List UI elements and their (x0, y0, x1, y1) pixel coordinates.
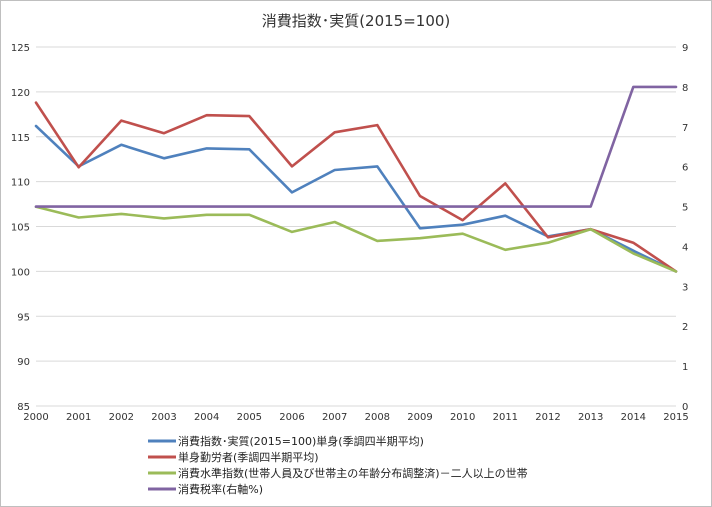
left-tick-label: 90 (17, 357, 30, 368)
left-tick-label: 110 (11, 178, 30, 189)
x-tick-label: 2015 (663, 412, 688, 423)
right-tick-label: 1 (682, 362, 688, 373)
x-tick-label: 2000 (23, 412, 48, 423)
x-tick-label: 2012 (535, 412, 560, 423)
right-tick-label: 6 (682, 163, 688, 174)
right-tick-label: 0 (682, 402, 688, 413)
series-line-4 (34, 85, 678, 208)
series-lines (34, 85, 678, 273)
series-line-2 (34, 101, 678, 273)
left-tick-label: 100 (11, 267, 30, 278)
right-tick-label: 3 (682, 282, 688, 293)
right-tick-label: 8 (682, 83, 688, 94)
right-tick-label: 9 (682, 43, 688, 54)
x-tick-label: 2002 (109, 412, 134, 423)
x-tick-label: 2001 (66, 412, 91, 423)
x-axis-ticks: 2000 2001 2002 2003 2004 2005 2006 2007 2008 2009… (23, 412, 688, 423)
x-tick-label: 2008 (365, 412, 390, 423)
x-tick-label: 2005 (237, 412, 262, 423)
right-axis-ticks: 0 1 2 3 4 5 6 7 8 9 (682, 43, 688, 413)
series-line-3 (34, 205, 678, 273)
x-tick-label: 2003 (151, 412, 176, 423)
left-tick-label: 105 (11, 223, 30, 234)
gridlines (36, 46, 676, 407)
x-tick-label: 2014 (621, 412, 646, 423)
chart-title: 消費指数･実質(2015=100) (262, 12, 451, 30)
x-tick-label: 2010 (450, 412, 475, 423)
series-line-1 (34, 124, 678, 273)
x-tick-label: 2011 (493, 412, 518, 423)
x-tick-label: 2013 (578, 412, 603, 423)
left-tick-label: 125 (11, 43, 30, 54)
x-tick-label: 2009 (407, 412, 432, 423)
legend-label: 消費税率(右軸%) (178, 482, 263, 496)
legend-label: 消費水準指数(世帯人員及び世帯主の年齢分布調整済)－二人以上の世帯 (178, 466, 528, 480)
right-tick-label: 2 (682, 322, 688, 333)
left-tick-label: 115 (11, 133, 30, 144)
left-tick-label: 95 (17, 312, 30, 323)
right-tick-label: 5 (682, 203, 688, 214)
x-tick-label: 2004 (194, 412, 219, 423)
left-axis-ticks: 85 90 95 100 105 110 115 120 125 (11, 43, 30, 413)
legend-label: 消費指数･実質(2015=100)単身(季調四半期平均) (178, 434, 424, 448)
legend: 消費指数･実質(2015=100)単身(季調四半期平均) 単身勤労者(季調四半期平… (148, 434, 528, 496)
left-tick-label: 85 (17, 402, 30, 413)
x-tick-label: 2007 (322, 412, 347, 423)
left-tick-label: 120 (11, 88, 30, 99)
legend-label: 単身勤労者(季調四半期平均) (178, 450, 319, 464)
right-tick-label: 7 (682, 123, 688, 134)
x-tick-label: 2006 (279, 412, 304, 423)
right-tick-label: 4 (682, 242, 688, 253)
